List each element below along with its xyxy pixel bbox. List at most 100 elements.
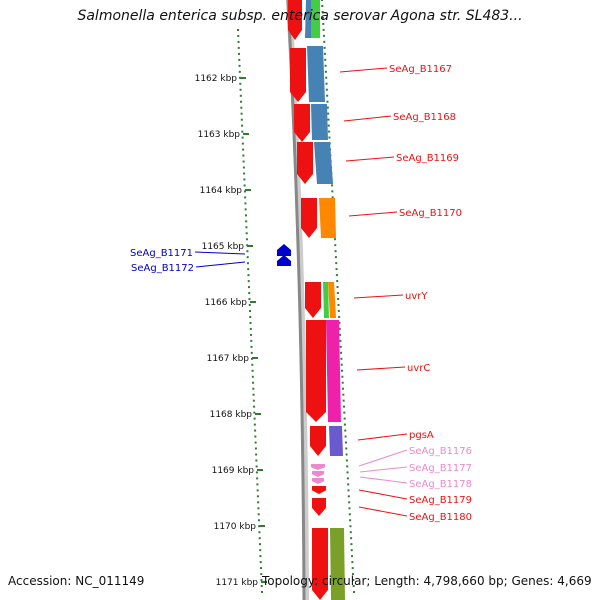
scale-dot bbox=[349, 531, 352, 534]
ruler-track-inner bbox=[237, 29, 263, 593]
scale-dot bbox=[335, 274, 338, 277]
scale-dot bbox=[326, 100, 329, 103]
scale-dot bbox=[350, 543, 353, 546]
scale-dot bbox=[348, 513, 351, 516]
gene-arrow bbox=[312, 478, 324, 484]
gene-arrow bbox=[312, 498, 326, 516]
scale-dot bbox=[247, 268, 250, 271]
scale-dot bbox=[241, 142, 244, 145]
scale-dot bbox=[256, 489, 259, 492]
accession-label: Accession: NC_011149 bbox=[8, 574, 145, 588]
scale-dot bbox=[259, 561, 262, 564]
domain-band bbox=[319, 198, 336, 238]
scale-dot bbox=[337, 309, 340, 312]
gene-label: uvrC bbox=[407, 363, 430, 374]
scale-dot bbox=[340, 363, 343, 366]
gene-leader-line bbox=[345, 156, 395, 162]
scale-dot bbox=[250, 333, 253, 336]
scale-dot bbox=[246, 250, 249, 253]
scale-dot bbox=[335, 268, 338, 271]
scale-dot bbox=[250, 345, 253, 348]
scale-dot bbox=[334, 244, 337, 247]
scale-dot bbox=[252, 399, 255, 402]
scale-dot bbox=[350, 537, 353, 540]
gene-leader-line bbox=[358, 449, 408, 467]
scale-dot bbox=[338, 315, 341, 318]
scale-dot bbox=[342, 387, 345, 390]
gene-arrow bbox=[305, 282, 321, 318]
scale-dot bbox=[341, 369, 344, 372]
scale-dot bbox=[238, 70, 241, 73]
ruler-label: 1170 kbp bbox=[214, 522, 257, 532]
scale-dot bbox=[238, 64, 241, 67]
gene-arrow bbox=[297, 142, 313, 184]
scale-dot bbox=[258, 543, 261, 546]
ruler-label: 1165 kbp bbox=[202, 242, 245, 252]
scale-dot bbox=[347, 483, 350, 486]
scale-dot bbox=[260, 585, 263, 588]
scale-dot bbox=[339, 339, 342, 342]
scale-dot bbox=[247, 280, 250, 283]
scale-dot bbox=[321, 10, 324, 13]
scale-dot bbox=[327, 124, 330, 127]
scale-dot bbox=[249, 310, 251, 312]
gene-arrow bbox=[294, 104, 310, 142]
scale-dot bbox=[260, 579, 263, 582]
gene-label: SeAg_B1172 bbox=[131, 263, 194, 274]
gene-label: SeAg_B1178 bbox=[409, 479, 472, 490]
scale-dot bbox=[242, 154, 245, 157]
scale-dot bbox=[241, 130, 244, 133]
gene-leader-line bbox=[358, 489, 408, 500]
domain-band bbox=[326, 320, 341, 422]
scale-dot bbox=[339, 333, 342, 336]
scale-dot bbox=[321, 4, 324, 7]
gene-label: SeAg_B1179 bbox=[409, 495, 472, 506]
scale-dot bbox=[240, 118, 243, 121]
scale-dot bbox=[259, 567, 262, 570]
gene-leader-line bbox=[194, 251, 246, 255]
domain-band bbox=[311, 0, 320, 38]
gene-arrow bbox=[277, 244, 291, 256]
scale-dot bbox=[254, 435, 257, 438]
scale-dot bbox=[327, 112, 330, 115]
scale-dot bbox=[257, 519, 260, 522]
scale-dot bbox=[344, 435, 347, 438]
scale-dot bbox=[336, 280, 339, 283]
scale-dot bbox=[352, 579, 355, 582]
scale-dot bbox=[353, 591, 355, 593]
scale-dot bbox=[258, 531, 261, 534]
scale-dot bbox=[341, 375, 344, 378]
domain-band bbox=[307, 46, 325, 102]
scale-dot bbox=[340, 357, 343, 360]
scale-dot bbox=[245, 220, 248, 223]
scale-dot bbox=[352, 585, 355, 588]
scale-dot bbox=[347, 495, 350, 498]
scale-dot bbox=[256, 483, 259, 486]
scale-dot bbox=[257, 501, 260, 504]
scale-dot bbox=[237, 29, 239, 31]
scale-dot bbox=[254, 429, 257, 432]
gene-label: SeAg_B1176 bbox=[409, 446, 472, 457]
scale-dot bbox=[253, 411, 256, 414]
gene-arrow bbox=[310, 426, 326, 456]
gene-leader-line bbox=[343, 115, 392, 122]
scale-dot bbox=[324, 58, 327, 61]
scale-dot bbox=[244, 202, 247, 205]
domain-band bbox=[329, 426, 343, 456]
scale-dot bbox=[331, 190, 334, 193]
scale-dot bbox=[327, 118, 330, 121]
scale-dot bbox=[349, 525, 352, 528]
gene-label: SeAg_B1167 bbox=[389, 64, 452, 75]
gene-label: SeAg_B1177 bbox=[409, 463, 472, 474]
gene-arrow bbox=[312, 486, 326, 494]
scale-dot bbox=[256, 495, 259, 498]
scale-dot bbox=[250, 339, 253, 342]
scale-dot bbox=[351, 567, 354, 570]
scale-dot bbox=[328, 136, 331, 139]
scale-dot bbox=[334, 256, 337, 259]
scale-dot bbox=[351, 561, 354, 564]
scale-dot bbox=[243, 184, 246, 187]
map-title: Salmonella enterica subsp. enterica sero… bbox=[77, 8, 523, 24]
scale-dot bbox=[252, 387, 255, 390]
scale-dot bbox=[343, 411, 346, 414]
